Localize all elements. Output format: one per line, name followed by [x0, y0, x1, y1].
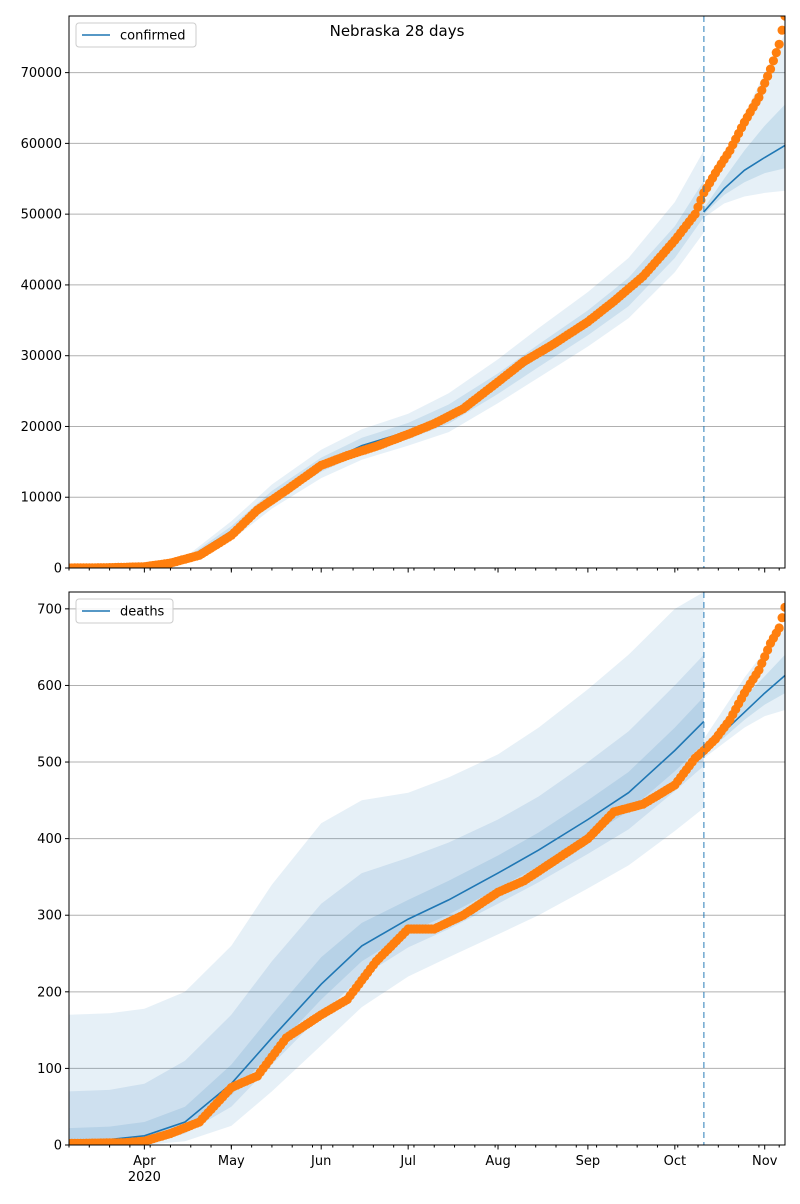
deaths-ytick-label: 700 — [37, 602, 62, 617]
deaths-ytick-label: 200 — [37, 985, 62, 1000]
confirmed-observed-point — [777, 25, 785, 35]
deaths-legend-box — [75, 598, 174, 624]
confirmed-legend-label: confirmed — [120, 29, 186, 44]
deaths-xtick-label: Sep — [576, 1154, 601, 1169]
deaths-observed-point — [780, 602, 785, 612]
confirmed-observed-point — [774, 39, 784, 49]
confirmed-forecast-band-inner — [703, 104, 785, 215]
deaths-xtick-label: Oct — [664, 1154, 686, 1169]
deaths-ytick-label: 0 — [54, 1139, 62, 1154]
confirmed-observed-point — [693, 202, 703, 212]
deaths-ytick-label: 600 — [37, 679, 62, 694]
deaths-plot-area — [69, 592, 785, 1145]
confirmed-legend-box — [75, 22, 197, 48]
confirmed-ytick-label: 50000 — [21, 208, 62, 223]
deaths-observed-point — [774, 623, 784, 633]
deaths-xtick-label: May — [218, 1154, 245, 1169]
confirmed-ytick-label: 10000 — [21, 491, 62, 506]
confirmed-ytick-label: 40000 — [21, 278, 62, 293]
deaths-ytick-label: 400 — [37, 832, 62, 847]
confirmed-observed-point — [780, 16, 785, 21]
confirmed-ytick-label: 30000 — [21, 349, 62, 364]
deaths-legend-label: deaths — [120, 605, 165, 620]
deaths-ytick-label: 500 — [37, 756, 62, 771]
deaths-model-line — [69, 720, 705, 1142]
deaths-band-middle — [69, 654, 704, 1145]
confirmed-observed-point — [765, 64, 776, 74]
figure-title: Nebraska 28 days — [330, 22, 465, 40]
deaths-xtick-label: Aug — [485, 1154, 510, 1169]
confirmed-observed-point — [757, 85, 767, 95]
deaths-ytick-label: 100 — [37, 1062, 62, 1077]
deaths-xtick-label: Nov — [752, 1154, 778, 1169]
deaths-xtick-label: 2020 — [128, 1170, 161, 1185]
deaths-band-inner — [69, 696, 704, 1144]
deaths-xtick-label: Jul — [399, 1154, 416, 1169]
confirmed-observed-point — [760, 78, 770, 88]
confirmed-plot: 0 10000 20000 30000 40000 50000 60000 70000 conf… — [21, 15, 786, 577]
confirmed-plot-area — [69, 16, 785, 568]
confirmed-band-inner — [69, 180, 704, 568]
confirmed-observed-point — [763, 71, 773, 81]
deaths-observed-point — [777, 613, 785, 623]
confirmed-ytick-label: 60000 — [21, 137, 62, 152]
confirmed-forecast-line — [703, 144, 785, 213]
confirmed-model-line — [69, 199, 705, 568]
confirmed-axes-frame — [68, 15, 786, 569]
deaths-xtick-label: Jun — [310, 1154, 331, 1169]
confirmed-observed-point — [754, 92, 764, 102]
deaths-axes-frame — [68, 591, 786, 1146]
deaths-xtick-label: Apr — [133, 1154, 156, 1169]
deaths-ytick-label: 300 — [37, 909, 62, 924]
deaths-band-outer — [69, 592, 704, 1145]
confirmed-observed-point — [768, 56, 779, 66]
confirmed-ytick-label: 0 — [54, 562, 62, 577]
confirmed-observed-point — [771, 48, 781, 58]
confirmed-ytick-label: 20000 — [21, 420, 62, 435]
confirmed-band-outer — [69, 150, 704, 568]
confirmed-observed-point — [690, 209, 700, 219]
confirmed-ytick-label: 70000 — [21, 66, 62, 81]
